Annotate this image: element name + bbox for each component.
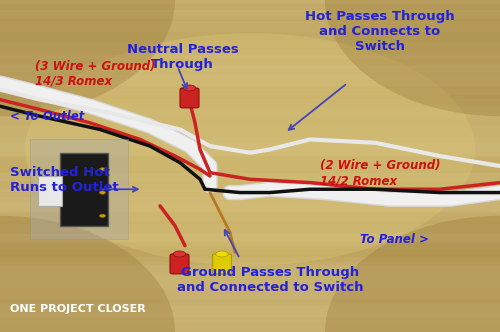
Text: (3 Wire + Ground)
14/3 Romex: (3 Wire + Ground) 14/3 Romex xyxy=(35,60,156,88)
Text: Hot Passes Through
and Connects to
Switch: Hot Passes Through and Connects to Switc… xyxy=(305,10,455,53)
Text: To Panel >: To Panel > xyxy=(360,232,429,246)
Text: Ground Passes Through
and Connected to Switch: Ground Passes Through and Connected to S… xyxy=(177,266,363,293)
Ellipse shape xyxy=(100,191,105,194)
FancyBboxPatch shape xyxy=(170,254,189,274)
Ellipse shape xyxy=(0,216,175,332)
Ellipse shape xyxy=(100,214,105,217)
Ellipse shape xyxy=(325,216,500,332)
Ellipse shape xyxy=(100,168,105,171)
Text: Switched Hot
Runs to Outlet: Switched Hot Runs to Outlet xyxy=(10,166,118,194)
Ellipse shape xyxy=(25,33,475,266)
Text: (2 Wire + Ground)
14/2 Romex: (2 Wire + Ground) 14/2 Romex xyxy=(320,159,440,187)
Ellipse shape xyxy=(325,0,500,116)
Ellipse shape xyxy=(216,251,228,257)
Text: ONE PROJECT CLOSER: ONE PROJECT CLOSER xyxy=(10,304,146,314)
Text: Neutral Passes
Through: Neutral Passes Through xyxy=(126,43,238,71)
FancyBboxPatch shape xyxy=(212,254,232,274)
Ellipse shape xyxy=(183,85,196,91)
Ellipse shape xyxy=(174,251,186,257)
Text: < To Outlet: < To Outlet xyxy=(10,110,85,123)
Bar xyxy=(38,176,62,206)
Ellipse shape xyxy=(0,0,175,116)
FancyBboxPatch shape xyxy=(180,88,199,108)
Bar xyxy=(60,153,108,226)
Bar xyxy=(30,139,128,239)
